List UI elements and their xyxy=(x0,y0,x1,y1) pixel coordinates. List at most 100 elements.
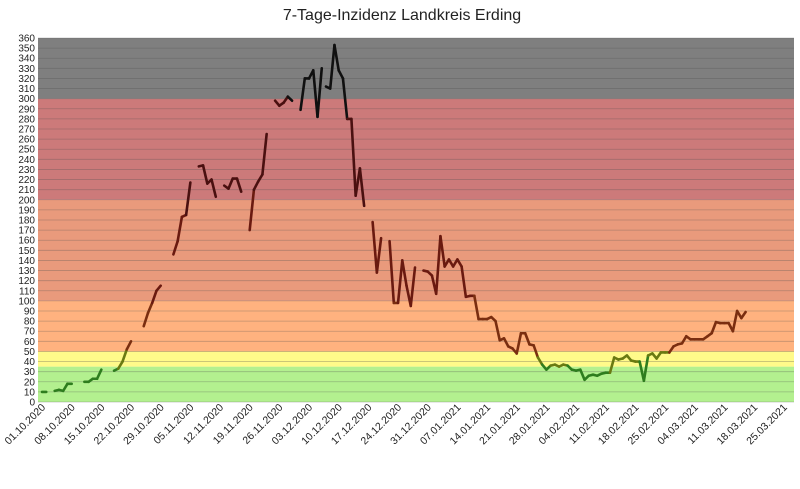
y-tick-label-30: 30 xyxy=(24,367,36,378)
series-line-8-1 xyxy=(252,180,260,191)
series-line-11-8 xyxy=(358,167,366,208)
series-line-14-75 xyxy=(740,310,747,320)
y-tick-label-110: 110 xyxy=(19,286,35,297)
y-tick-label-190: 190 xyxy=(18,205,35,216)
y-tick-label-180: 180 xyxy=(18,216,35,227)
series-line-1-2 xyxy=(61,382,69,393)
band-200-300 xyxy=(38,98,794,200)
band-50-100 xyxy=(38,300,794,352)
series-line-10-0 xyxy=(299,77,307,112)
y-tick-label-200: 200 xyxy=(18,195,35,206)
series-line-11-6 xyxy=(350,117,357,198)
y-tick-label-80: 80 xyxy=(24,317,36,328)
series-line-11-3 xyxy=(337,69,345,80)
series-line-14-44 xyxy=(608,356,616,374)
series-line-13-0 xyxy=(388,239,396,305)
series-line-3-2 xyxy=(121,348,129,363)
series-line-10-3 xyxy=(311,69,319,119)
band-100-200 xyxy=(38,199,794,301)
series-line-14-26 xyxy=(532,344,540,359)
y-tick-label-0: 0 xyxy=(29,398,35,409)
y-tick-label-150: 150 xyxy=(18,246,35,257)
series-line-4-0 xyxy=(142,311,150,328)
series-line-8-2 xyxy=(256,173,264,183)
series-line-13-5 xyxy=(409,266,417,308)
y-tick-label-20: 20 xyxy=(24,377,36,388)
band-300-360 xyxy=(38,38,794,99)
series-line-6-1 xyxy=(201,164,209,185)
grid-lines xyxy=(38,37,794,403)
series-line-11-1 xyxy=(328,43,336,90)
series-line-14-73 xyxy=(731,309,739,333)
series-line-8-0 xyxy=(248,188,256,232)
y-tick-label-220: 220 xyxy=(18,175,35,186)
incidence-series xyxy=(40,43,747,394)
series-line-5-0 xyxy=(172,239,179,256)
y-tick-label-340: 340 xyxy=(18,54,35,65)
series-line-6-3 xyxy=(210,178,218,199)
series-line-12-0 xyxy=(371,220,379,274)
y-tick-label-50: 50 xyxy=(24,347,36,358)
chart-title: 7-Tage-Inzidenz Landkreis Erding xyxy=(283,7,521,24)
threshold-bands xyxy=(38,38,794,402)
series-line-11-2 xyxy=(333,43,341,72)
series-line-5-3 xyxy=(184,181,192,217)
y-tick-label-230: 230 xyxy=(18,165,35,176)
series-line-14-4 xyxy=(439,234,446,268)
y-tick-label-330: 330 xyxy=(18,64,35,75)
y-tick-label-170: 170 xyxy=(18,226,35,237)
y-tick-label-290: 290 xyxy=(18,104,35,115)
series-line-14-19 xyxy=(502,336,510,348)
y-tick-label-300: 300 xyxy=(18,94,35,105)
series-line-14-12 xyxy=(473,294,480,321)
y-tick-label-360: 360 xyxy=(18,34,35,45)
series-line-14-37 xyxy=(579,368,586,382)
series-line-8-3 xyxy=(261,132,268,176)
y-tick-label-70: 70 xyxy=(24,327,36,338)
series-line-3-1 xyxy=(116,360,124,370)
series-line-13-3 xyxy=(400,259,408,288)
y-tick-label-240: 240 xyxy=(18,155,35,166)
band-0-35 xyxy=(38,366,794,402)
series-line-14-68 xyxy=(710,320,718,335)
series-line-14-9 xyxy=(460,265,468,299)
y-tick-label-210: 210 xyxy=(18,185,35,196)
y-tick-label-260: 260 xyxy=(18,135,35,146)
series-line-4-1 xyxy=(146,301,154,315)
series-line-9-3 xyxy=(286,95,294,102)
y-tick-label-160: 160 xyxy=(18,236,35,247)
y-tick-label-60: 60 xyxy=(24,337,36,348)
series-line-14-3 xyxy=(434,234,442,296)
y-tick-label-250: 250 xyxy=(18,145,35,156)
series-line-14-27 xyxy=(536,356,544,366)
series-line-13-2 xyxy=(396,259,404,305)
y-tick-label-130: 130 xyxy=(18,266,35,277)
series-line-14-52 xyxy=(642,354,650,383)
y-tick-label-310: 310 xyxy=(18,84,35,95)
series-line-7-1 xyxy=(227,177,235,190)
series-line-10-4 xyxy=(316,67,324,119)
series-line-14-8 xyxy=(456,258,463,268)
y-axis-ticks: 0102030405060708090100110120130140150160… xyxy=(18,34,35,409)
series-line-5-1 xyxy=(176,215,184,243)
y-tick-label-140: 140 xyxy=(18,256,35,267)
y-tick-label-100: 100 xyxy=(18,296,35,307)
series-line-14-24 xyxy=(523,331,531,346)
series-line-14-22 xyxy=(515,331,523,355)
y-tick-label-120: 120 xyxy=(18,276,35,287)
series-line-2-3 xyxy=(95,368,103,381)
series-line-12-1 xyxy=(375,236,383,274)
y-tick-label-10: 10 xyxy=(24,387,36,398)
y-tick-label-280: 280 xyxy=(18,114,35,125)
series-line-4-3 xyxy=(155,284,162,293)
y-tick-label-90: 90 xyxy=(24,307,36,318)
y-tick-label-270: 270 xyxy=(18,125,35,136)
series-line-14-61 xyxy=(680,334,688,345)
band-35-50 xyxy=(38,351,794,367)
y-tick-label-320: 320 xyxy=(18,74,35,85)
series-line-14-17 xyxy=(494,319,502,342)
series-line-11-4 xyxy=(341,77,349,121)
series-line-3-3 xyxy=(125,340,133,351)
